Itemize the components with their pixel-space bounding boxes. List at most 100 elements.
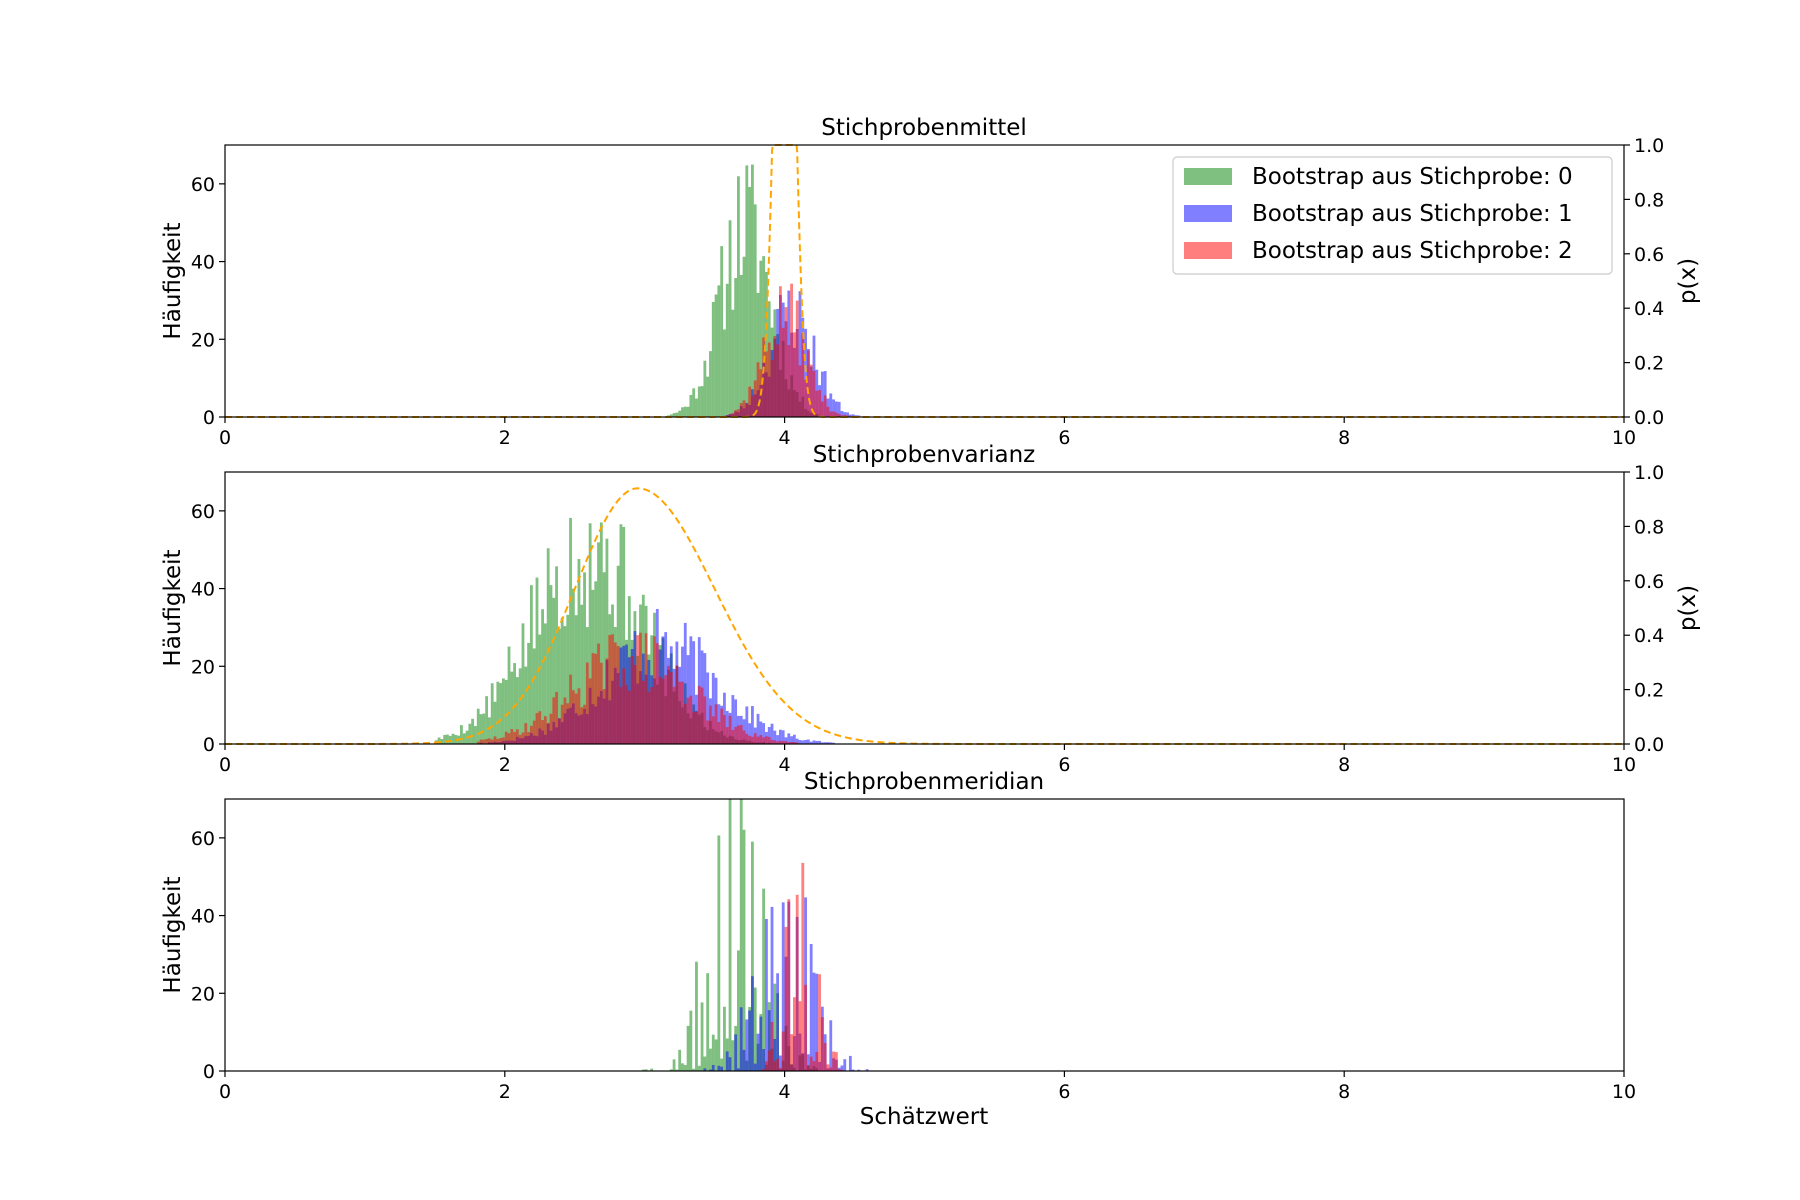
histogram-bar-series-2 <box>806 1065 810 1071</box>
histogram-bar-series-0 <box>689 394 693 417</box>
histogram-bar-series-2 <box>781 1031 785 1071</box>
histogram-bar-series-1 <box>745 1019 749 1071</box>
histogram-bar-series-0 <box>742 829 746 1071</box>
legend-swatch-2 <box>1184 242 1232 259</box>
panel-median: Stichprobenmeridian 0 2 4 6 8 10 0 20 40 60 Häuf… <box>160 769 1636 1130</box>
histogram-bar-series-1 <box>683 622 687 744</box>
histogram-bar-series-2 <box>728 414 732 417</box>
x-tick-label: 4 <box>779 754 791 776</box>
histogram-bar-series-2 <box>804 984 807 1071</box>
x-tick-label: 0 <box>219 754 231 776</box>
histogram-bar-series-1 <box>829 742 833 744</box>
x-tick-label: 6 <box>1058 754 1070 776</box>
histogram-bar-series-2 <box>762 737 766 744</box>
legend-label-2: Bootstrap aus Stichprobe: 2 <box>1252 238 1573 264</box>
histogram-bar-series-1 <box>779 729 782 744</box>
x-tick-label: 4 <box>779 1081 791 1103</box>
y-tick-label: 20 <box>191 656 215 678</box>
histogram-bar-series-1 <box>734 1034 738 1071</box>
histogram-bar-series-0 <box>714 294 718 417</box>
y2-axis-label: p(x) <box>1675 258 1701 304</box>
histogram-bar-series-1 <box>843 1059 847 1071</box>
histogram-bar-series-2 <box>815 1052 819 1071</box>
histogram-bar-series-2 <box>790 1034 793 1071</box>
histogram-bar-series-1 <box>843 412 847 417</box>
histogram-bar-series-2 <box>585 662 589 744</box>
histogram-bar-series-1 <box>762 723 766 744</box>
histogram-bar-series-2 <box>767 342 771 417</box>
histogram-bar-series-0 <box>745 165 749 417</box>
histogram-bar-series-0 <box>731 1040 735 1071</box>
histogram-bar-series-1 <box>851 414 855 417</box>
histogram-bar-series-0 <box>490 683 494 744</box>
histogram-bar-series-2 <box>753 733 757 744</box>
histogram-bar-series-2 <box>829 1067 833 1071</box>
histogram-bar-series-2 <box>795 742 799 744</box>
histogram-bar-series-2 <box>773 336 777 417</box>
y2-tick-label: 0.0 <box>1634 734 1664 756</box>
histogram-bar-series-2 <box>787 345 791 417</box>
histogram-bar-series-2 <box>787 742 791 744</box>
y-axis-label: Häufigkeit <box>160 549 186 666</box>
histogram-bar-series-0 <box>675 412 679 417</box>
histogram-bar-series-2 <box>543 716 547 744</box>
y-tick-label: 60 <box>191 501 215 523</box>
histogram-bar-series-2 <box>834 412 838 417</box>
histogram-bar-series-2 <box>762 1069 766 1071</box>
histogram-bar-series-0 <box>507 646 511 744</box>
histogram-bar-series-2 <box>485 738 489 744</box>
histogram-bar-series-2 <box>714 704 718 744</box>
histogram-bar-series-1 <box>706 672 710 744</box>
x-tick-label: 2 <box>499 427 511 449</box>
histogram-bar-series-2 <box>725 727 729 744</box>
histogram-bar-series-0 <box>541 609 544 744</box>
histogram-bar-series-2 <box>731 730 735 744</box>
histogram-bar-series-2 <box>644 633 648 744</box>
histogram-bar-series-2 <box>661 678 665 744</box>
histogram-bar-series-0 <box>672 413 676 417</box>
histogram-bar-series-1 <box>809 943 813 1071</box>
histogram-bar-series-1 <box>795 738 799 744</box>
histogram-bar-series-0 <box>510 671 514 744</box>
histogram-bar-series-2 <box>569 674 572 744</box>
y2-tick-label: 0.2 <box>1634 680 1664 702</box>
histogram-bar-series-0 <box>695 398 698 417</box>
histogram-bar-series-2 <box>639 632 642 744</box>
histogram-bar-series-2 <box>781 327 785 417</box>
x-axis-ticks: 0 2 4 6 8 10 <box>219 1071 1636 1103</box>
histogram-bar-series-0 <box>681 1063 684 1071</box>
histogram-bar-series-2 <box>826 1064 830 1071</box>
y2-tick-label: 1.0 <box>1634 462 1664 484</box>
histogram-bar-series-1 <box>767 727 771 744</box>
histogram-bar-series-0 <box>739 274 743 417</box>
histogram-bar-series-0 <box>737 950 740 1071</box>
histogram-bar-series-2 <box>549 713 553 744</box>
x-axis-label: Schätzwert <box>860 1104 988 1130</box>
x-tick-label: 6 <box>1058 427 1070 449</box>
histogram-bar-series-1 <box>689 636 693 744</box>
histogram-bar-series-1 <box>711 672 715 744</box>
histogram-bar-series-1 <box>804 328 807 417</box>
histogram-bar-series-2 <box>837 413 841 417</box>
histogram-bar-series-1 <box>798 740 802 744</box>
legend-swatch-0 <box>1184 168 1232 185</box>
histogram-bar-series-2 <box>557 718 561 744</box>
histogram-bar-series-1 <box>848 414 852 417</box>
x-tick-label: 0 <box>219 1081 231 1103</box>
histogram-bar-series-0 <box>720 246 724 417</box>
histogram-bar-series-2 <box>773 740 777 744</box>
histogram-bar-series-2 <box>706 720 710 744</box>
histogram-bar-series-2 <box>745 403 749 417</box>
histogram-bar-series-2 <box>597 643 600 744</box>
histogram-bar-series-0 <box>563 626 567 744</box>
histogram-bar-series-1 <box>818 740 821 744</box>
histogram-bar-series-1 <box>851 1069 855 1071</box>
histogram-bar-series-1 <box>806 1054 810 1071</box>
histogram-bar-series-2 <box>711 716 715 744</box>
histogram-bar-series-2 <box>759 735 763 744</box>
histogram-bar-series-2 <box>829 411 833 417</box>
histogram-bar-series-0 <box>546 548 550 744</box>
histogram-bar-series-1 <box>753 1063 757 1071</box>
histogram-bar-series-2 <box>739 725 743 744</box>
